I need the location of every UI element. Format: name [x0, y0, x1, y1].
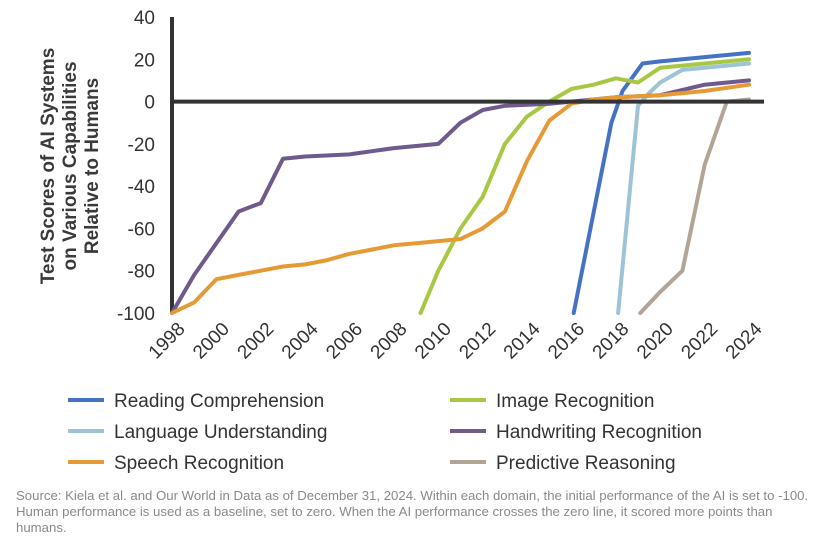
- x-tick-label: 2018: [589, 319, 634, 364]
- y-axis-title-line: on Various Capabilities: [60, 61, 81, 270]
- y-tick-label: -20: [128, 135, 155, 156]
- x-tick-label: 2000: [189, 319, 234, 364]
- x-tick-label: 2006: [322, 319, 367, 364]
- x-axis-ticks: 1998 2000 2002 2004 2006 2008 2010 2012 2014 2016…: [145, 318, 767, 363]
- x-tick-label: 2014: [500, 318, 545, 363]
- x-tick-label: 2024: [722, 318, 767, 363]
- series-lines: [170, 50, 751, 315]
- x-tick-label: 2010: [411, 319, 456, 364]
- y-axis-title-line: Relative to Humans: [82, 78, 103, 254]
- x-tick-label: 1998: [145, 319, 190, 364]
- y-tick-label: 40: [134, 8, 155, 29]
- legend-label: Predictive Reasoning: [496, 453, 676, 474]
- x-tick-label: 2022: [677, 319, 722, 364]
- series-line: [418, 57, 751, 315]
- legend-label: Handwriting Recognition: [496, 422, 702, 443]
- x-tick-label: 2016: [544, 319, 589, 364]
- x-tick-label: 2020: [633, 319, 678, 364]
- y-axis-label: Test Scores of AI Systemson Various Capa…: [38, 48, 103, 285]
- y-tick-label: -40: [128, 177, 155, 198]
- y-tick-label: -100: [117, 304, 155, 325]
- series-line: [170, 82, 751, 315]
- x-tick-label: 2008: [367, 319, 412, 364]
- y-tick-label: 0: [144, 93, 155, 114]
- legend-label: Speech Recognition: [114, 453, 284, 474]
- y-axis-title: Test Scores of AI Systemson Various Capa…: [38, 48, 103, 285]
- chart: Test Scores of AI Systemson Various Capa…: [38, 8, 767, 474]
- source-note: Source: Kiela et al. and Our World in Da…: [16, 488, 809, 535]
- y-tick-label: -80: [128, 262, 155, 283]
- legend-label: Language Understanding: [114, 422, 327, 443]
- legend-label: Reading Comprehension: [114, 391, 324, 412]
- y-axis-ticks: -100 -80 -60 -40 -20 0 20 40: [117, 8, 155, 325]
- legend-label: Image Recognition: [496, 391, 654, 412]
- x-tick-label: 2012: [455, 319, 500, 364]
- legend: Reading Comprehension Image Recognition La…: [68, 391, 702, 474]
- series-line: [638, 97, 751, 315]
- x-tick-label: 2004: [278, 318, 323, 363]
- series-line: [170, 78, 751, 315]
- series-line: [571, 50, 751, 315]
- y-axis-title-line: Test Scores of AI Systems: [38, 48, 59, 285]
- y-tick-label: 20: [134, 50, 155, 71]
- y-tick-label: -60: [128, 219, 155, 240]
- x-tick-label: 2002: [234, 319, 279, 364]
- series-line: [616, 61, 751, 315]
